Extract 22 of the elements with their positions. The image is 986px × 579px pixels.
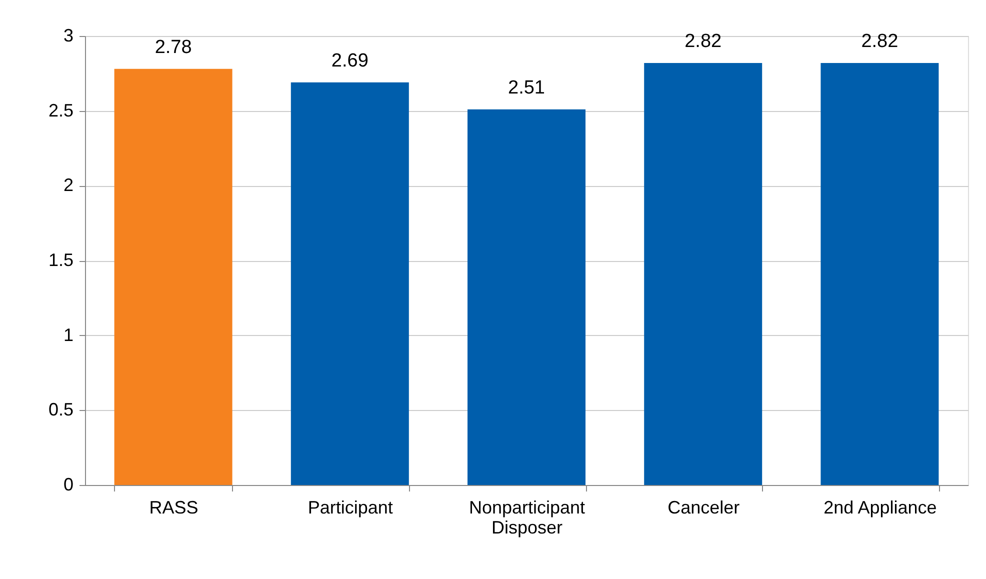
y-tick-label: 1 <box>63 324 74 345</box>
y-tick-label: 2.5 <box>48 100 74 120</box>
bar <box>468 109 586 485</box>
data-label: 2.51 <box>508 77 545 98</box>
y-tick-label: 0.5 <box>48 400 74 420</box>
data-label: 2.78 <box>154 36 192 58</box>
bar <box>820 62 939 485</box>
x-tick-label: Nonparticipant Disposer <box>468 498 586 538</box>
y-tick-label: 2 <box>63 175 74 196</box>
y-tick-label: 3 <box>63 26 74 46</box>
bar <box>644 62 762 485</box>
bar <box>290 82 409 485</box>
x-tick-label: Participant <box>308 498 393 518</box>
data-label: 2.82 <box>861 30 898 52</box>
y-tick-label: 0 <box>63 474 74 494</box>
data-label: 2.82 <box>684 30 722 52</box>
data-label: 2.69 <box>331 50 368 72</box>
x-tick-label: RASS <box>149 498 198 518</box>
x-tick-label: 2nd Appliance <box>824 498 937 518</box>
x-tick-label: Canceler <box>668 498 740 518</box>
bar <box>114 68 232 485</box>
y-tick-label: 1.5 <box>48 250 74 270</box>
